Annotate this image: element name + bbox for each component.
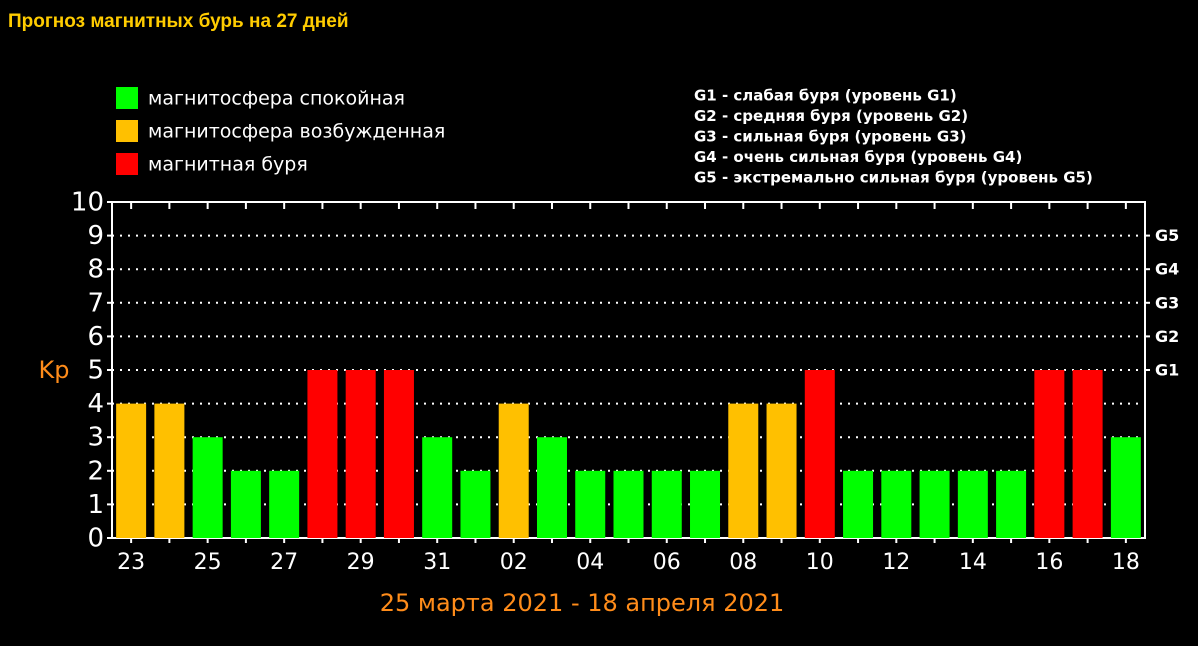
x-tick-label: 12 (882, 550, 910, 575)
x-tick-label: 31 (423, 550, 451, 575)
storm-level-note: G3 - сильная буря (уровень G3) (694, 128, 967, 146)
bar (383, 370, 414, 538)
y-tick-label: 9 (87, 221, 104, 251)
bar (307, 370, 338, 538)
y-tick-label: 7 (87, 288, 104, 318)
x-tick-label: 27 (270, 550, 298, 575)
y-tick-label: 5 (87, 356, 104, 386)
legend-swatch (116, 120, 138, 142)
bar (192, 437, 223, 538)
x-tick-label: 06 (653, 550, 681, 575)
bar (575, 470, 606, 538)
legend-swatch (116, 153, 138, 175)
bar (230, 470, 261, 538)
legend-label: магнитосфера спокойная (148, 88, 405, 110)
bar (690, 470, 721, 538)
y-tick-label: 3 (87, 423, 104, 453)
y2-tick-label: G1 (1155, 361, 1179, 380)
bar (651, 470, 682, 538)
bar (766, 403, 797, 538)
x-tick-label: 02 (500, 550, 528, 575)
x-tick-label: 16 (1035, 550, 1063, 575)
bar (345, 370, 376, 538)
bar (881, 470, 912, 538)
x-tick-label: 04 (576, 550, 604, 575)
bar (1072, 370, 1103, 538)
x-tick-label: 14 (959, 550, 987, 575)
bar (1110, 437, 1141, 538)
storm-level-note: G1 - слабая буря (уровень G1) (694, 87, 957, 105)
bar (269, 470, 300, 538)
bar (996, 470, 1027, 538)
bar (422, 437, 453, 538)
chart-title: Прогноз магнитных бурь на 27 дней (8, 11, 349, 32)
y-tick-label: 6 (87, 322, 104, 352)
y-tick-label: 1 (87, 490, 104, 520)
bar (843, 470, 874, 538)
x-tick-label: 18 (1112, 550, 1140, 575)
y2-tick-label: G5 (1155, 226, 1179, 245)
y-tick-label: 2 (87, 456, 104, 486)
storm-level-note: G2 - средняя буря (уровень G2) (694, 107, 968, 125)
y-tick-label: 0 (87, 524, 104, 554)
y-axis-label: Kp (39, 356, 70, 384)
bar (116, 403, 147, 538)
y2-tick-label: G3 (1155, 293, 1179, 312)
bar (460, 470, 491, 538)
legend-label: магнитная буря (148, 154, 308, 176)
x-tick-label: 08 (729, 550, 757, 575)
bar (1034, 370, 1065, 538)
y2-tick-label: G2 (1155, 327, 1179, 346)
bar (613, 470, 644, 538)
y-tick-label: 8 (87, 255, 104, 285)
bar (728, 403, 759, 538)
bar (498, 403, 529, 538)
legend-swatch (116, 87, 138, 109)
bar (154, 403, 185, 538)
x-axis-label: 25 марта 2021 - 18 апреля 2021 (380, 589, 785, 617)
x-tick-label: 25 (194, 550, 222, 575)
storm-level-note: G5 - экстремально сильная буря (уровень … (694, 169, 1093, 187)
storm-level-note: G4 - очень сильная буря (уровень G4) (694, 148, 1022, 166)
y-tick-label: 4 (87, 389, 104, 419)
bar (919, 470, 950, 538)
x-tick-label: 10 (806, 550, 834, 575)
bar (536, 437, 567, 538)
bar (804, 370, 835, 538)
y2-tick-label: G4 (1155, 260, 1179, 279)
x-tick-label: 23 (117, 550, 145, 575)
legend-label: магнитосфера возбужденная (148, 121, 445, 143)
x-tick-label: 29 (347, 550, 375, 575)
y-tick-label: 10 (71, 188, 104, 218)
bar (957, 470, 988, 538)
